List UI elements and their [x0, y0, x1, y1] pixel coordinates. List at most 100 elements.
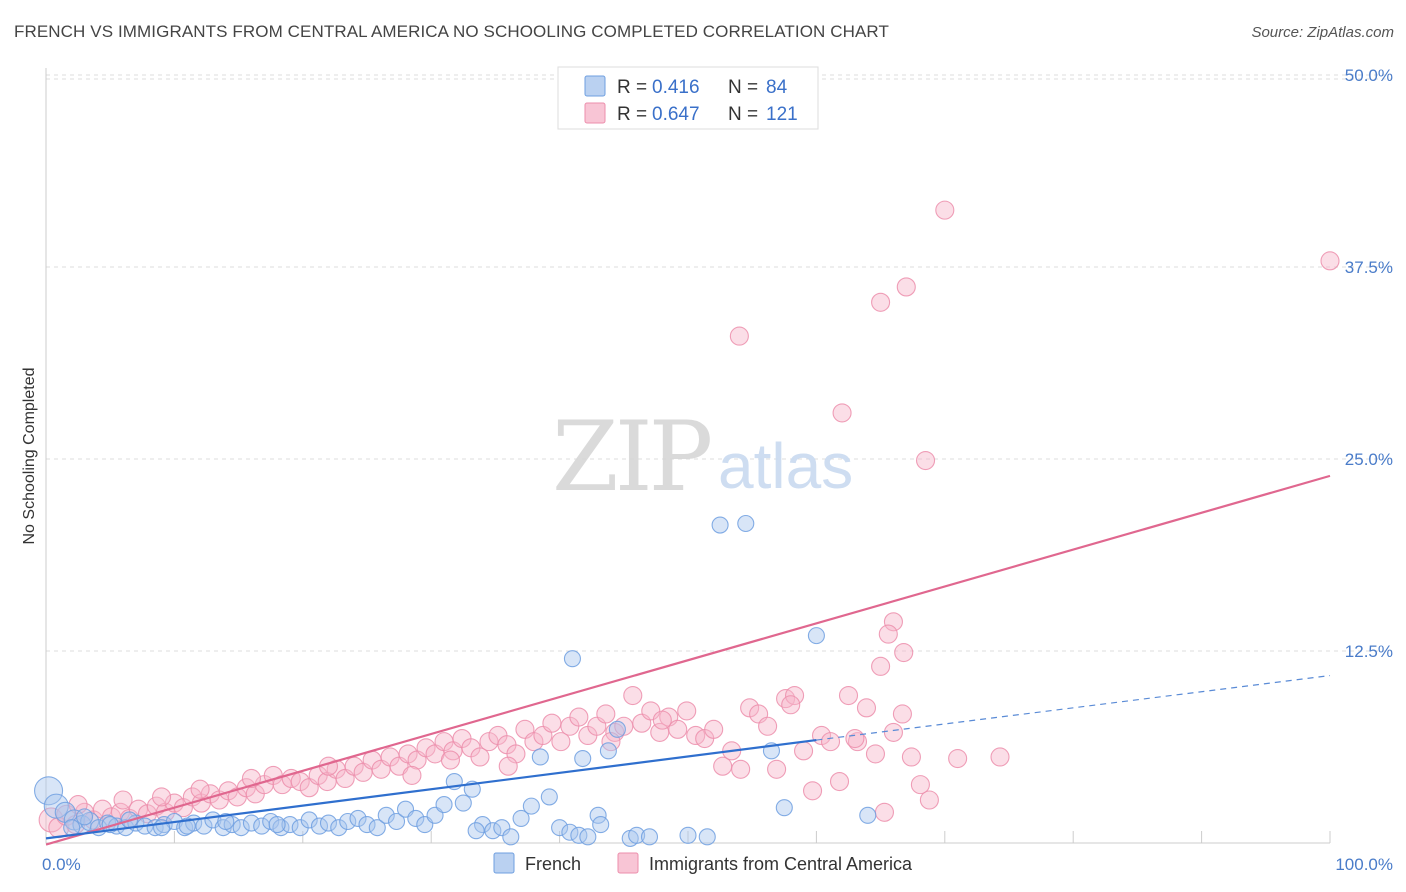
- bottom-legend-swatch-immigrants: [617, 852, 639, 874]
- y-tick-label: 37.5%: [1345, 258, 1393, 277]
- immigrants-point: [820, 732, 841, 752]
- bottom-legend: French Immigrants from Central America: [493, 852, 913, 874]
- french-point: [242, 814, 260, 832]
- legend-swatch-immigrants: [584, 102, 606, 124]
- x-tick-label-max: 100.0%: [1335, 855, 1393, 874]
- french-point: [349, 809, 367, 827]
- immigrants-point: [402, 765, 422, 785]
- french-point: [339, 812, 357, 831]
- immigrants-point: [832, 403, 852, 423]
- immigrants-point: [883, 612, 903, 632]
- legend-n-label-french: N =: [728, 77, 758, 98]
- french-point: [775, 799, 793, 817]
- watermark-zip: ZIP: [552, 401, 711, 513]
- french-point: [330, 819, 348, 837]
- french-point: [579, 828, 597, 846]
- french-point: [407, 809, 425, 827]
- immigrants-point: [652, 710, 672, 730]
- french-point: [859, 806, 877, 824]
- bottom-legend-immigrants: Immigrants from Central America: [649, 854, 913, 874]
- legend-n-label-immigrants: N =: [728, 104, 758, 125]
- legend-n-value-immigrants: 121: [766, 104, 798, 125]
- french-point: [592, 816, 610, 834]
- immigrants-point: [758, 716, 778, 736]
- french-point: [628, 826, 646, 844]
- french-point: [512, 809, 530, 827]
- immigrants-point: [847, 732, 868, 752]
- immigrants-trend-line: [45, 474, 1331, 846]
- immigrants-point: [623, 685, 643, 706]
- immigrants-point: [241, 768, 261, 789]
- french-point: [493, 819, 511, 837]
- french-point: [232, 819, 250, 837]
- french-point: [268, 816, 286, 834]
- y-tick-label: 12.5%: [1345, 642, 1393, 661]
- french-point: [467, 822, 485, 840]
- french-point: [474, 816, 492, 834]
- immigrants-point: [781, 695, 801, 715]
- immigrants-point: [910, 775, 930, 795]
- immigrants-point: [704, 719, 724, 739]
- immigrants-point: [506, 744, 526, 764]
- french-point: [368, 819, 386, 837]
- immigrants-point: [470, 747, 490, 767]
- french-point: [698, 828, 716, 846]
- immigrants-point: [919, 790, 939, 810]
- immigrants-point: [542, 713, 562, 733]
- french-point: [484, 822, 502, 840]
- immigrants-point: [569, 707, 589, 727]
- french-point: [522, 797, 540, 815]
- y-axis-label: No Schooling Completed: [21, 368, 38, 545]
- immigrants-point: [668, 719, 688, 739]
- french-point: [599, 742, 617, 760]
- immigrants-point: [865, 744, 886, 764]
- data-points: [34, 200, 1340, 847]
- french-point: [178, 817, 196, 835]
- trend-lines: [45, 474, 1331, 846]
- immigrants-point: [767, 759, 787, 779]
- french-point: [574, 749, 592, 768]
- immigrants-point: [874, 802, 895, 822]
- immigrants-point: [802, 781, 823, 801]
- immigrants-point: [894, 642, 914, 663]
- immigrants-point: [948, 748, 968, 769]
- immigrants-point: [190, 779, 210, 799]
- immigrants-point: [152, 787, 172, 807]
- immigrants-point: [838, 685, 859, 706]
- french-point: [454, 794, 472, 812]
- french-point: [217, 812, 235, 831]
- immigrants-point: [935, 200, 955, 220]
- french-point: [358, 816, 376, 834]
- immigrants-point: [871, 292, 891, 312]
- immigrants-point: [990, 747, 1010, 767]
- french-point: [80, 811, 100, 832]
- french-point: [281, 816, 299, 834]
- french-trend-line: [45, 738, 817, 840]
- top-legend: R = 0.416 N = 84 R = 0.647 N = 121: [557, 66, 819, 130]
- french-point: [563, 650, 581, 668]
- immigrants-point: [1320, 251, 1340, 271]
- immigrants-point: [794, 741, 814, 761]
- french-point: [711, 516, 729, 534]
- french-point: [551, 819, 569, 837]
- french-point: [300, 811, 318, 829]
- watermark-atlas: atlas: [718, 430, 853, 502]
- immigrants-point: [896, 277, 916, 297]
- immigrants-point: [878, 624, 898, 644]
- immigrants-point: [856, 698, 877, 718]
- french-point: [540, 788, 558, 806]
- tick-labels: 12.5% 25.0% 37.5% 50.0% 0.0% 100.0%: [42, 66, 1393, 874]
- immigrants-point: [845, 728, 865, 749]
- x-tick-label-min: 0.0%: [42, 855, 81, 874]
- immigrants-point: [892, 704, 912, 724]
- immigrants-point: [498, 756, 518, 776]
- french-point: [319, 814, 338, 832]
- french-point: [310, 817, 329, 835]
- french-point: [807, 627, 825, 645]
- legend-r-label-immigrants: R =: [617, 104, 647, 125]
- french-point: [531, 748, 549, 766]
- french-trend-extension: [816, 674, 1331, 741]
- french-point: [435, 796, 453, 814]
- french-point: [561, 823, 579, 841]
